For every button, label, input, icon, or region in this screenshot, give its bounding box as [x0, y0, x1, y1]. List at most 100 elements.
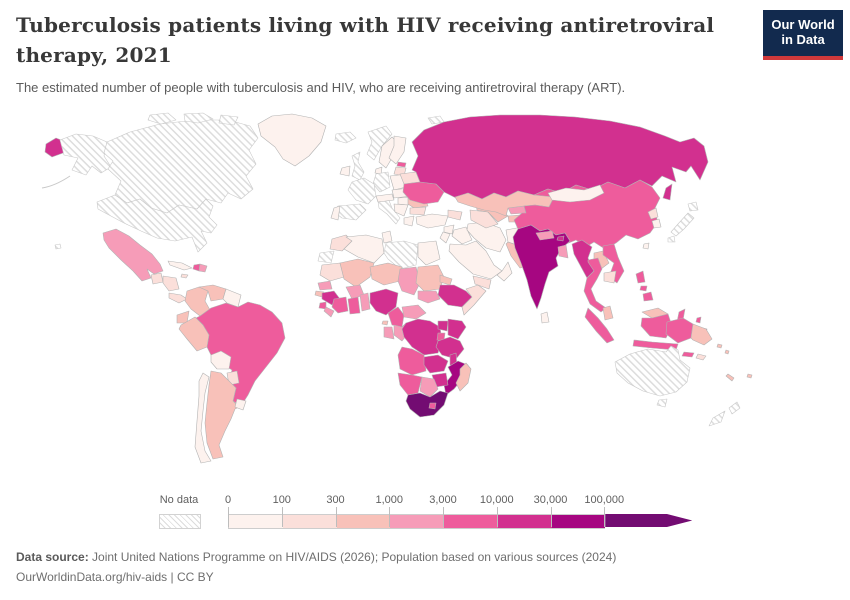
country-argentina[interactable]: [204, 370, 240, 460]
country-jamaica[interactable]: [180, 273, 189, 279]
country-japan[interactable]: [670, 212, 695, 237]
country-indonesia-sumatra[interactable]: [584, 307, 615, 344]
legend-bin-30,000–100,000[interactable]: [551, 514, 606, 529]
country-new-zealand[interactable]: [728, 401, 741, 415]
country-jordan-israel[interactable]: [439, 231, 451, 244]
country-mali[interactable]: [339, 258, 375, 288]
legend-bin-0–100[interactable]: [228, 514, 283, 529]
country-malaysia[interactable]: [602, 305, 614, 321]
country-western-sahara[interactable]: [317, 250, 335, 264]
country-papua-new-guinea[interactable]: [690, 323, 713, 346]
legend-bin-1,000–3,000[interactable]: [390, 514, 444, 529]
country-philippines[interactable]: [635, 270, 646, 284]
country-cuba[interactable]: [167, 260, 193, 271]
country-ireland[interactable]: [339, 165, 351, 177]
country-china[interactable]: [513, 179, 661, 250]
country-myanmar[interactable]: [571, 239, 595, 279]
country-libya[interactable]: [383, 240, 419, 270]
legend-bin-over 100,000[interactable]: [605, 514, 692, 527]
country-bulgaria[interactable]: [409, 206, 427, 216]
country-south-sudan[interactable]: [417, 290, 441, 304]
legend-bin-3,000–10,000[interactable]: [444, 514, 498, 529]
country-lesotho[interactable]: [428, 402, 437, 410]
country-syria[interactable]: [443, 224, 455, 235]
country-mongolia[interactable]: [547, 184, 605, 203]
country-north-korea[interactable]: [647, 207, 659, 220]
country-uruguay[interactable]: [234, 398, 247, 411]
country-turkey[interactable]: [415, 213, 449, 229]
country-united-states[interactable]: [96, 194, 218, 253]
country-indonesia-papua[interactable]: [665, 317, 694, 344]
country-bhutan[interactable]: [556, 235, 565, 242]
country-australia[interactable]: [614, 345, 691, 397]
country-angola[interactable]: [397, 346, 427, 376]
country-guatemala[interactable]: [150, 272, 164, 285]
country-united-kingdom[interactable]: [351, 151, 365, 181]
country-sakhalin[interactable]: [662, 183, 673, 201]
country-iraq[interactable]: [451, 226, 473, 245]
country-ghana[interactable]: [347, 296, 361, 315]
country-indonesia-moluccas[interactable]: [695, 316, 702, 324]
country-new-caledonia[interactable]: [725, 373, 735, 382]
country-philippines[interactable]: [639, 285, 648, 292]
country-vietnam[interactable]: [602, 243, 625, 284]
country-timor-leste[interactable]: [695, 353, 707, 361]
country-drc[interactable]: [401, 318, 443, 356]
country-portugal[interactable]: [330, 205, 341, 221]
legend-bin-100–300[interactable]: [282, 514, 337, 529]
country-greenland[interactable]: [257, 113, 327, 167]
country-canada-arctic[interactable]: [183, 112, 214, 124]
country-egypt[interactable]: [417, 240, 441, 266]
no-data-swatch[interactable]: [159, 514, 201, 529]
country-gabon[interactable]: [383, 326, 395, 340]
country-solomon-islands[interactable]: [716, 343, 723, 349]
country-estonia[interactable]: [396, 161, 407, 168]
country-madagascar[interactable]: [455, 362, 472, 392]
country-new-zealand[interactable]: [708, 410, 726, 427]
country-mauritania[interactable]: [319, 262, 345, 282]
country-tasmania[interactable]: [656, 398, 668, 408]
country-botswana[interactable]: [419, 376, 439, 398]
country-greece[interactable]: [403, 215, 415, 227]
country-senegal[interactable]: [317, 280, 333, 291]
country-finland[interactable]: [388, 135, 407, 165]
country-chile[interactable]: [194, 372, 212, 464]
country-hawaii[interactable]: [54, 243, 62, 250]
legend-bin-300–1,000[interactable]: [336, 514, 391, 529]
country-south-africa[interactable]: [405, 390, 449, 418]
country-oman[interactable]: [496, 261, 513, 282]
country-cameroon[interactable]: [387, 306, 405, 328]
country-philippines[interactable]: [642, 291, 654, 302]
country-equatorial-guinea[interactable]: [381, 320, 389, 326]
country-tanzania[interactable]: [435, 336, 465, 360]
country-tunisia[interactable]: [381, 230, 393, 244]
country-namibia[interactable]: [397, 372, 423, 396]
country-niger[interactable]: [369, 262, 403, 286]
legend-bin-10,000–30,000[interactable]: [497, 514, 552, 529]
country-somalia[interactable]: [461, 284, 487, 316]
license-link-line[interactable]: OurWorldinData.org/hiv-aids | CC BY: [16, 570, 214, 585]
country-iceland[interactable]: [334, 131, 357, 144]
country-cambodia[interactable]: [603, 270, 617, 284]
country-balkans[interactable]: [393, 203, 409, 217]
country-chad[interactable]: [397, 266, 421, 296]
country-indonesia-lesser-sunda[interactable]: [681, 351, 695, 358]
country-dominican-republic[interactable]: [198, 263, 208, 273]
country-uganda[interactable]: [437, 320, 449, 332]
country-canada[interactable]: [103, 119, 259, 214]
country-france[interactable]: [347, 177, 377, 205]
country-central-african-republic[interactable]: [401, 304, 427, 320]
country-zambia[interactable]: [423, 354, 449, 374]
country-yemen[interactable]: [472, 275, 492, 290]
country-sierra-leone[interactable]: [318, 301, 327, 310]
country-russia[interactable]: [411, 114, 709, 200]
country-bangladesh[interactable]: [557, 244, 569, 259]
country-caucasus[interactable]: [447, 209, 463, 221]
country-mexico[interactable]: [102, 228, 164, 282]
country-togo-benin[interactable]: [359, 292, 371, 312]
country-japan[interactable]: [667, 235, 676, 243]
country-honduras-nicaragua[interactable]: [162, 275, 180, 292]
country-bolivia[interactable]: [210, 350, 232, 370]
country-liberia[interactable]: [323, 306, 335, 318]
country-alpine-states[interactable]: [375, 193, 395, 203]
